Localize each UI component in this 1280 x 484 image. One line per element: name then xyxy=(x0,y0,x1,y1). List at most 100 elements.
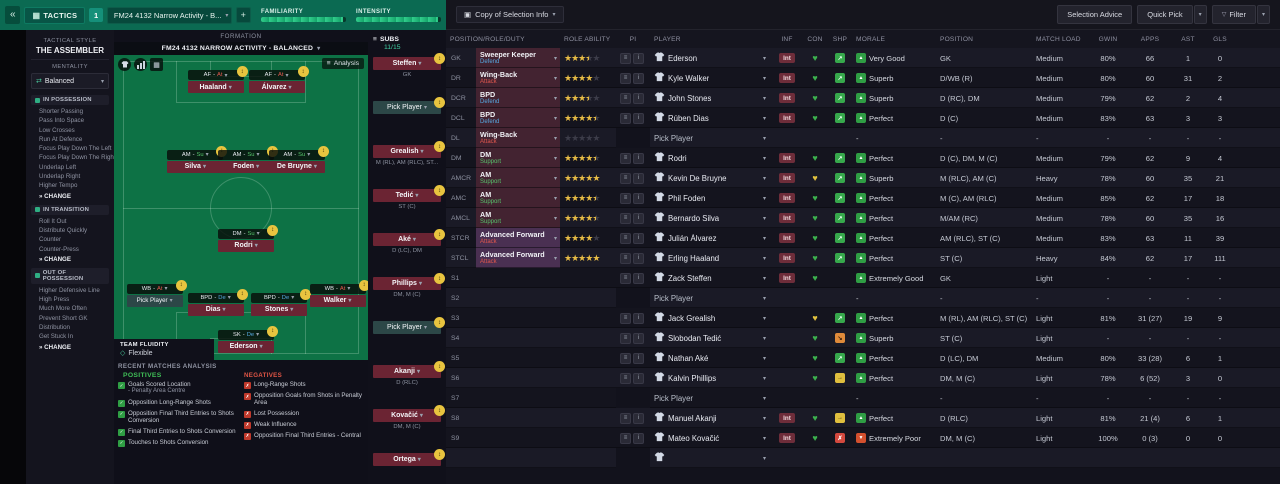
instruction-item[interactable]: High Press xyxy=(39,296,70,304)
player-cell[interactable]: John Stones ▾ xyxy=(650,88,772,108)
player-instructions-icons[interactable]: ≡ i xyxy=(616,68,650,88)
player-name-bar[interactable]: Aké ▾ xyxy=(373,233,441,246)
swap-player-icon[interactable]: ↕ xyxy=(297,66,309,78)
player-instructions-icons[interactable]: ≡ i xyxy=(616,188,650,208)
player-cell[interactable]: Phil Foden ▾ xyxy=(650,188,772,208)
swap-player-icon[interactable]: ↕ xyxy=(317,145,329,157)
player-name-bar[interactable]: Tedić ▾ xyxy=(373,189,441,202)
swap-player-icon[interactable]: ↕ xyxy=(175,279,187,291)
role-duty-pill[interactable]: BPD - De ▾ xyxy=(187,292,244,303)
player-name-bar[interactable]: Phillips ▾ xyxy=(373,277,441,290)
role-duty-select[interactable]: ▾ xyxy=(476,288,560,308)
role-duty-select[interactable]: Advanced Forward Attack ▾ xyxy=(476,248,560,268)
player-name-bar[interactable]: Foden ▾ xyxy=(218,160,275,173)
role-duty-select[interactable]: ▾ xyxy=(476,368,560,388)
formation-player-node[interactable]: ↕ SK - De ▾ Ederson ▾ xyxy=(218,325,279,353)
swap-player-icon[interactable]: ↕ xyxy=(434,361,445,372)
formation-player-node[interactable]: ↕ WB - At ▾ Pick Player ▾ xyxy=(126,279,187,307)
instruction-item[interactable]: Much More Often xyxy=(39,305,87,313)
formation-player-node[interactable]: ↕ BPD - De ▾ Dias ▾ xyxy=(187,288,248,316)
player-name-bar[interactable]: Ortega ▾ xyxy=(373,453,441,466)
swap-player-icon[interactable]: ↕ xyxy=(300,288,312,300)
filter-caret-button[interactable]: ▾ xyxy=(1256,5,1270,24)
quick-pick-button[interactable]: Quick Pick xyxy=(1137,5,1193,24)
player-instructions-icons[interactable]: ≡ i xyxy=(616,248,650,268)
sub-player-card[interactable]: ↕ Kovačić ▾ DM, M (C) xyxy=(373,405,445,434)
sub-player-card[interactable]: ↕ Akanji ▾ D (RLC) xyxy=(373,361,445,390)
role-duty-pill[interactable]: DM - Su ▾ xyxy=(218,228,275,239)
player-cell[interactable]: Zack Steffen ▾ xyxy=(650,268,772,288)
formation-player-node[interactable]: ↕ BPD - De ▾ Stones ▾ xyxy=(251,288,312,316)
player-cell[interactable]: Mateo Kovačić ▾ xyxy=(650,428,772,448)
kit-view-button[interactable] xyxy=(118,58,131,71)
sub-player-card[interactable]: ↕ Pick Player ▾ xyxy=(373,317,445,346)
column-header-match-load[interactable]: MATCH LOAD xyxy=(1032,30,1088,48)
role-duty-select[interactable]: ▾ xyxy=(476,428,560,448)
player-name-bar[interactable]: Akanji ▾ xyxy=(373,365,441,378)
swap-player-icon[interactable]: ↕ xyxy=(434,97,445,108)
player-instructions-icons[interactable]: ≡ i xyxy=(616,408,650,428)
filter-button[interactable]: ▽ Filter xyxy=(1211,5,1256,24)
role-duty-select[interactable]: ▾ xyxy=(476,348,560,368)
swap-player-icon[interactable]: ↕ xyxy=(434,53,445,64)
swap-player-icon[interactable]: ↕ xyxy=(358,279,368,291)
column-header-position-role-duty[interactable]: POSITION/ROLE/DUTY xyxy=(446,30,560,48)
role-duty-pill[interactable]: BPD - De ▾ xyxy=(251,292,308,303)
role-duty-pill[interactable]: WB - At ▾ xyxy=(126,283,183,294)
instruction-item[interactable]: Roll It Out xyxy=(39,217,67,225)
player-instructions-icons[interactable]: ≡ i xyxy=(616,308,650,328)
swap-player-icon[interactable]: ↕ xyxy=(267,325,279,337)
column-header-ast[interactable]: AST xyxy=(1172,30,1204,48)
mentality-select[interactable]: ⇄ Balanced ▾ xyxy=(31,73,109,89)
role-duty-select[interactable]: Sweeper Keeper Defend ▾ xyxy=(476,48,560,68)
grid-view-button[interactable]: ▦ xyxy=(150,58,163,71)
column-header-pi[interactable]: PI xyxy=(616,30,650,48)
formation-player-node[interactable]: ↕ AM - Su ▾ De Bruyne ▾ xyxy=(268,145,329,173)
player-instructions-icons[interactable]: ≡ i xyxy=(616,108,650,128)
instruction-item[interactable]: Higher Tempo xyxy=(39,182,78,190)
instruction-item[interactable]: Distribute Quickly xyxy=(39,226,88,234)
player-name-bar[interactable]: Rodri ▾ xyxy=(218,239,275,252)
role-duty-select[interactable]: ▾ xyxy=(476,268,560,288)
tactic-preset-select[interactable]: FM24 4132 Narrow Activity - B... ▾ xyxy=(106,6,232,24)
in-transition-change-link[interactable]: » CHANGE xyxy=(39,255,71,263)
player-name-bar[interactable]: Silva ▾ xyxy=(167,160,224,173)
player-name-bar[interactable]: Pick Player ▾ xyxy=(373,101,441,114)
role-duty-select[interactable]: ▾ xyxy=(476,328,560,348)
role-duty-pill[interactable]: SK - De ▾ xyxy=(218,329,275,340)
formation-player-node[interactable]: ↕ AM - Su ▾ Foden ▾ xyxy=(218,145,279,173)
swap-player-icon[interactable]: ↕ xyxy=(434,141,445,152)
player-cell[interactable]: Erling Haaland ▾ xyxy=(650,248,772,268)
swap-player-icon[interactable]: ↕ xyxy=(236,66,248,78)
sub-player-card[interactable]: ↕ Ortega ▾ xyxy=(373,449,445,478)
column-header-gwin[interactable]: GWIN xyxy=(1088,30,1128,48)
player-instructions-icons[interactable]: ≡ i xyxy=(616,328,650,348)
player-cell[interactable]: Rodri ▾ xyxy=(650,148,772,168)
column-header-shp[interactable]: SHP xyxy=(828,30,852,48)
role-duty-select[interactable]: BPD Defend ▾ xyxy=(476,108,560,128)
player-cell[interactable]: Kalvin Phillips ▾ xyxy=(650,368,772,388)
column-header-inf[interactable]: INF xyxy=(772,30,802,48)
sub-player-card[interactable]: ↕ Grealish ▾ M (RL), AM (RLC), ST... xyxy=(373,141,445,170)
player-name-bar[interactable]: Steffen ▾ xyxy=(373,57,441,70)
swap-player-icon[interactable]: ↕ xyxy=(267,224,279,236)
role-duty-select[interactable]: ▾ xyxy=(476,308,560,328)
role-duty-pill[interactable]: WB - At ▾ xyxy=(309,283,366,294)
swap-player-icon[interactable]: ↕ xyxy=(434,317,445,328)
instruction-item[interactable]: Get Stuck In xyxy=(39,333,74,341)
player-instructions-icons[interactable]: ≡ i xyxy=(616,228,650,248)
instruction-item[interactable]: Low Crosses xyxy=(39,126,75,134)
instruction-item[interactable]: Counter xyxy=(39,236,62,244)
selection-advice-button[interactable]: Selection Advice xyxy=(1057,5,1133,24)
role-duty-select[interactable]: Wing-Back Attack ▾ xyxy=(476,128,560,148)
instruction-item[interactable]: Prevent Short GK xyxy=(39,314,88,322)
instruction-item[interactable]: Underlap Left xyxy=(39,163,77,171)
column-header-morale[interactable]: MORALE xyxy=(852,30,936,48)
column-header-position[interactable]: POSITION xyxy=(936,30,1032,48)
instruction-item[interactable]: Distribution xyxy=(39,324,70,332)
selection-info-dropdown[interactable]: ▣ Copy of Selection Info ▾ xyxy=(456,6,564,23)
role-duty-select[interactable]: AM Support ▾ xyxy=(476,188,560,208)
player-cell[interactable]: Pick Player ▾ xyxy=(650,288,772,308)
player-instructions-icons[interactable]: ≡ i xyxy=(616,428,650,448)
column-header-con[interactable]: CON xyxy=(802,30,828,48)
